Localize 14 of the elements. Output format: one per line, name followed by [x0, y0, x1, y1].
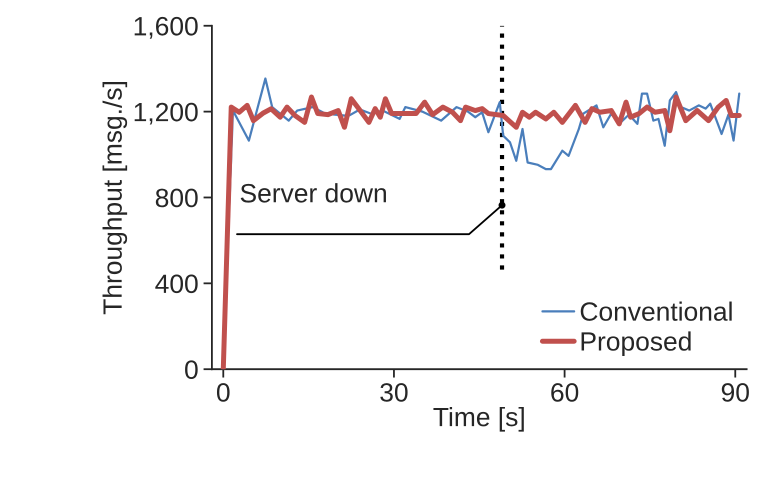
x-tick-label: 0	[216, 383, 230, 402]
y-tick-label: 1,600	[134, 16, 198, 39]
x-axis-title: Time [s]	[433, 406, 524, 432]
x-tick-label: 30	[380, 383, 408, 402]
y-tick-label: 800	[156, 188, 198, 208]
legend-label: Proposed	[582, 331, 691, 356]
x-tick-label: 60	[551, 383, 578, 402]
y-tick-label: 400	[155, 274, 198, 294]
annotation: Server down	[240, 183, 386, 203]
y-tick-label: 1,200	[134, 102, 198, 125]
legend-label: Conventional	[580, 302, 732, 321]
x-tick-label: 90	[722, 383, 749, 402]
y-axis-title: Throughput [msg./s]	[102, 82, 128, 314]
y-tick-label: 0	[185, 360, 198, 380]
